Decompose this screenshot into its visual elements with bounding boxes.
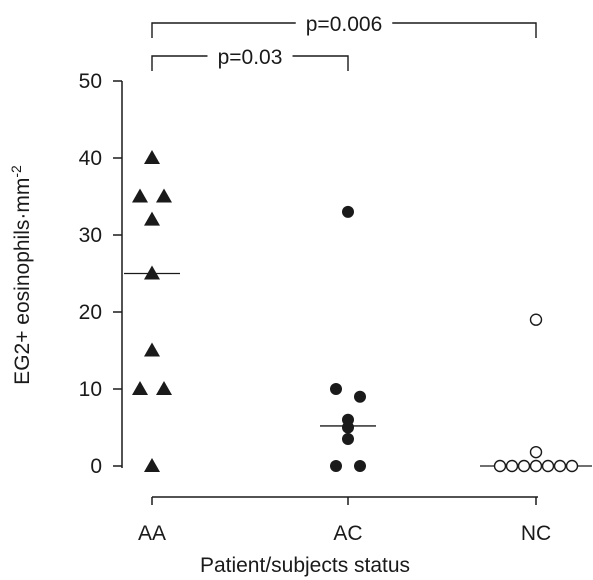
- significance-bracket: [151, 55, 349, 71]
- data-point-circle: [330, 383, 342, 395]
- data-point-open-circle: [505, 459, 519, 473]
- y-tick-label: 20: [79, 301, 102, 324]
- data-point-triangle: [156, 188, 172, 203]
- data-point-open-circle: [553, 459, 567, 473]
- y-axis-title-main: EG2+ eosinophils·mm: [11, 178, 34, 385]
- data-point-circle: [342, 433, 354, 446]
- data-point-triangle: [132, 381, 148, 395]
- x-tick-label: NC: [521, 522, 551, 545]
- data-point-triangle: [144, 342, 160, 357]
- x-ticks: AA AC NC: [138, 497, 551, 545]
- data-point-circle: [342, 205, 354, 218]
- p-value-label: p=0.006: [306, 13, 383, 36]
- p-value-label: p=0.03: [218, 46, 283, 69]
- data-point-open-circle: [529, 313, 543, 326]
- data-point-triangle: [144, 458, 160, 472]
- data-point-triangle: [144, 150, 160, 164]
- data-point-open-circle: [517, 459, 531, 473]
- y-tick-label: 30: [79, 224, 102, 247]
- data-point-open-circle: [529, 445, 543, 459]
- significance-bracket: [151, 22, 537, 38]
- data-point-open-circle: [493, 459, 507, 473]
- data-point-triangle: [144, 211, 160, 226]
- y-axis-title: EG2+ eosinophils·mm-2: [8, 165, 34, 385]
- data-point-open-circle: [529, 459, 543, 473]
- y-tick-label: 50: [79, 70, 102, 93]
- y-tick-label: 40: [79, 147, 102, 170]
- data-point-circle: [342, 421, 354, 434]
- median-lines: [124, 272, 592, 467]
- y-tick-label: 0: [90, 455, 102, 478]
- x-tick-label: AC: [333, 522, 362, 545]
- data-point-open-circle: [541, 459, 555, 473]
- data-point-triangle: [144, 265, 160, 280]
- axes: [121, 81, 538, 498]
- data-point-circle: [354, 460, 366, 472]
- x-tick-label: AA: [138, 522, 166, 545]
- data-point-triangle: [132, 188, 148, 203]
- data-points: [132, 150, 579, 473]
- y-tick-label: 10: [79, 378, 102, 401]
- x-axis-title: Patient/subjects status: [200, 554, 410, 577]
- y-axis-title-superscript: -2: [8, 165, 24, 178]
- data-point-open-circle: [565, 459, 579, 473]
- significance-brackets: p=0.006 p=0.03: [151, 13, 537, 71]
- data-point-circle: [354, 390, 366, 403]
- data-point-triangle: [156, 381, 172, 395]
- y-ticks: 0 10 20 30 40 50: [79, 70, 122, 478]
- data-point-circle: [330, 460, 342, 472]
